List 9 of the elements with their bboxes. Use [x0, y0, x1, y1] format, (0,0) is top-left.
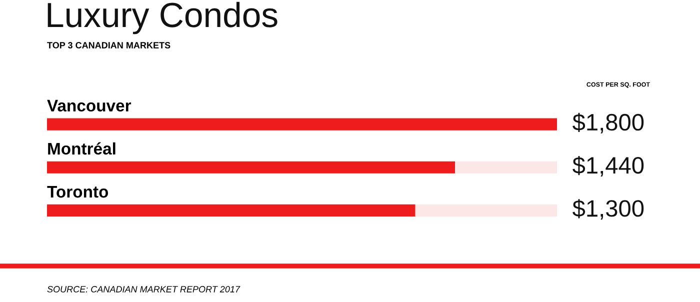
data-label: $1,300 [572, 199, 644, 220]
chart-subtitle: TOP 3 CANADIAN MARKETS [47, 42, 170, 48]
data-label: $1,800 [572, 112, 644, 134]
chart-title: Luxury Condos [48, 2, 278, 34]
data-label: $1,440 [572, 156, 644, 177]
y-tick-label: Toronto [47, 186, 108, 198]
y-tick-label: Montréal [48, 142, 116, 155]
source-note: SOURCE: CANADIAN MARKET REPORT 2017 [47, 286, 240, 292]
y-tick-label: Vancouver [47, 100, 132, 112]
